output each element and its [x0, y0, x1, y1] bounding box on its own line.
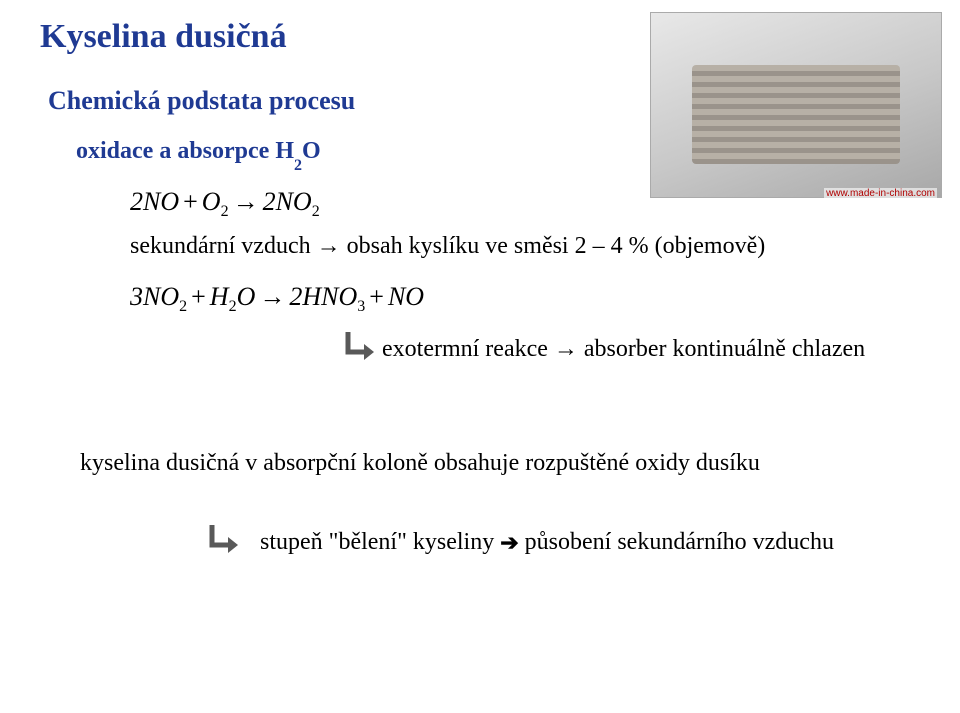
equation-subscript: 2	[229, 298, 237, 316]
right-arrow-icon: ➔	[500, 530, 518, 556]
note-secondary-air: sekundární vzduch → obsah kyslíku ve smě…	[130, 233, 920, 260]
equation-term: O	[237, 282, 256, 312]
subsection-heading-tail: O	[302, 138, 321, 164]
equation-2: 3NO2+H2O→2HNO3+NO	[130, 282, 920, 312]
bent-arrow-icon	[340, 330, 374, 370]
equation-term: +	[187, 282, 210, 312]
equation-term: →	[255, 282, 289, 312]
photo-credit: www.made-in-china.com	[824, 188, 937, 199]
equation-subscript: 2	[179, 298, 187, 316]
equation-term: O	[202, 187, 221, 217]
callout-exothermic: exotermní reakce → absorber kontinuálně …	[340, 330, 920, 370]
equation-subscript: 3	[357, 298, 365, 316]
subsection-heading-sub: 2	[294, 157, 302, 174]
equation-term: H	[210, 282, 229, 312]
equation-subscript: 2	[221, 203, 229, 221]
callout-exothermic-text: exotermní reakce → absorber kontinuálně …	[382, 336, 865, 363]
equation-term: →	[229, 187, 263, 217]
bleaching-text-a: stupeň "bělení" kyseliny	[260, 529, 494, 556]
bent-arrow-icon	[204, 523, 238, 563]
equation-term: +	[179, 187, 202, 217]
subsection-heading-text: oxidace a absorpce H	[76, 138, 294, 164]
heat-exchanger-photo: www.made-in-china.com	[650, 12, 942, 198]
equation-subscript: 2	[312, 203, 320, 221]
equation-term: 3NO	[130, 282, 179, 312]
bleaching-text-b: působení sekundárního vzduchu	[525, 529, 834, 556]
equation-term: 2NO	[263, 187, 312, 217]
equation-term: 2HNO	[289, 282, 357, 312]
paragraph-dissolved-oxides: kyselina dusičná v absorpční koloně obsa…	[80, 450, 920, 477]
equation-term: +	[365, 282, 388, 312]
equation-term: NO	[388, 282, 424, 312]
callout-bleaching: stupeň "bělení" kyseliny ➔ působení seku…	[260, 523, 920, 563]
equation-term: 2NO	[130, 187, 179, 217]
